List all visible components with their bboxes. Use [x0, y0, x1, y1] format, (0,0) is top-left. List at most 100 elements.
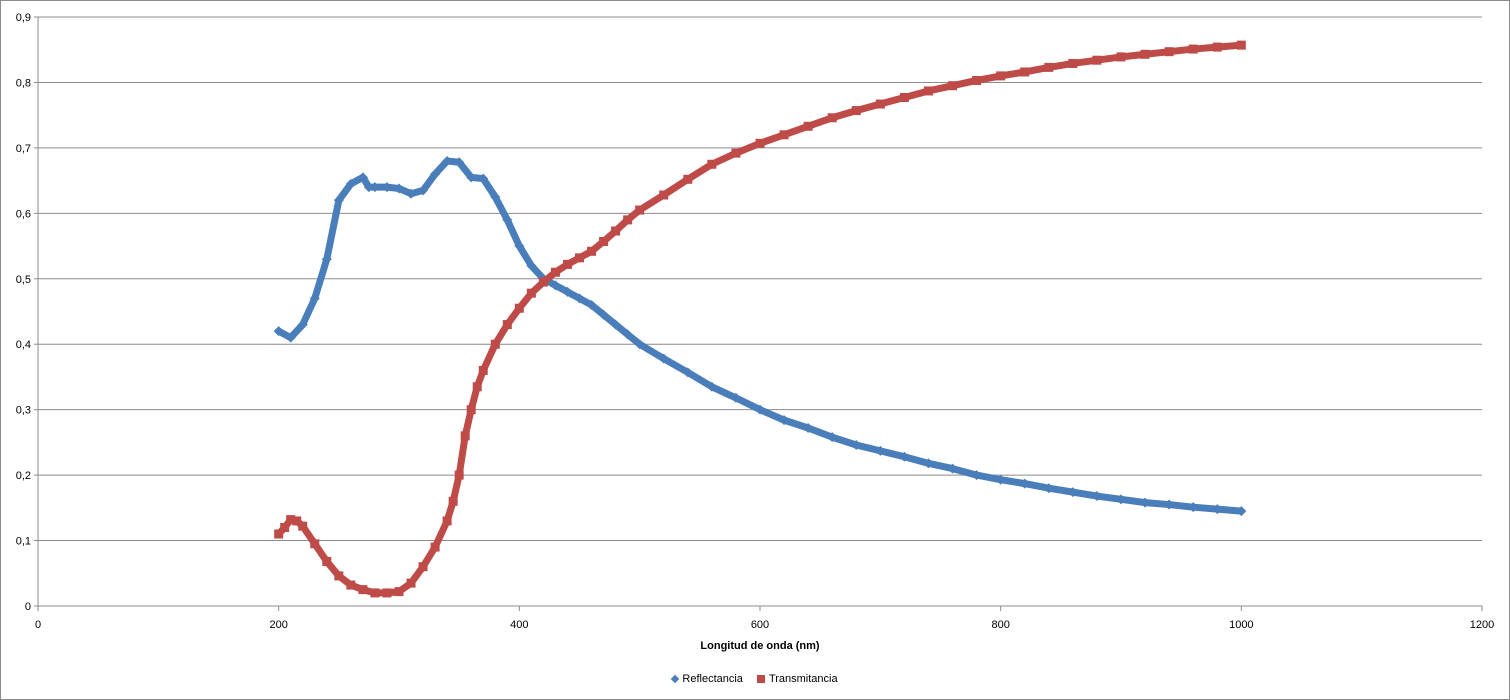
y-tick-label: 0,6 — [16, 208, 31, 220]
data-point — [490, 191, 501, 202]
series-line — [275, 41, 1245, 597]
data-point — [1164, 47, 1174, 57]
data-point — [345, 178, 356, 189]
data-point — [658, 353, 669, 364]
y-tick-label: 0,7 — [16, 143, 31, 155]
y-tick-label: 0,4 — [16, 339, 31, 351]
data-point — [394, 183, 404, 194]
data-point — [731, 148, 741, 158]
data-point — [310, 539, 320, 549]
data-point — [286, 515, 296, 525]
data-point — [1188, 502, 1199, 513]
data-point — [562, 259, 572, 269]
legend-label-reflectancia: Reflectancia — [682, 673, 743, 685]
data-point — [406, 578, 416, 588]
tick-labels: 0 0,1 0,2 0,3 0,4 0,5 0,6 0,7 0,8 0,9 0 200 400 600 80… — [16, 12, 1495, 631]
data-point — [1236, 506, 1247, 517]
data-point — [779, 130, 789, 140]
data-point — [478, 173, 489, 184]
data-point — [460, 431, 470, 441]
data-point — [610, 319, 621, 330]
data-point — [1188, 44, 1198, 54]
data-point — [333, 195, 344, 206]
data-point — [430, 542, 440, 552]
data-point — [972, 75, 982, 85]
data-point — [803, 121, 813, 131]
legend: Reflectancia Transmitancia — [1, 673, 1509, 685]
y-tick-label: 0,3 — [16, 405, 31, 417]
data-point — [755, 404, 765, 415]
data-point — [406, 188, 417, 199]
data-point — [454, 470, 464, 480]
data-point — [526, 260, 537, 271]
data-point — [430, 169, 441, 180]
data-point — [297, 319, 308, 330]
data-point — [562, 286, 573, 297]
data-point — [472, 382, 482, 392]
data-point — [526, 288, 536, 298]
data-point — [1212, 42, 1222, 52]
data-point — [996, 71, 1006, 81]
data-point — [1140, 497, 1151, 508]
data-point — [683, 174, 693, 184]
data-point — [1116, 52, 1126, 62]
data-point — [575, 253, 584, 263]
y-tick-label: 0 — [25, 601, 31, 613]
data-point — [381, 182, 392, 193]
data-point — [418, 185, 429, 196]
data-point — [803, 422, 814, 433]
gridlines — [38, 16, 1482, 542]
data-point — [1236, 40, 1246, 50]
data-point — [321, 254, 332, 265]
data-point — [1043, 483, 1054, 494]
data-point — [851, 440, 862, 451]
data-point — [598, 309, 609, 320]
data-point — [448, 496, 458, 506]
data-point — [1020, 67, 1030, 77]
data-point — [369, 182, 380, 193]
data-point — [514, 303, 524, 313]
x-tick-label: 400 — [510, 619, 528, 631]
legend-entry-transmitancia: Transmitancia — [756, 673, 838, 685]
data-point — [851, 106, 861, 116]
x-tick-label: 0 — [35, 619, 41, 631]
y-tick-label: 0,9 — [16, 12, 31, 24]
data-point — [948, 81, 958, 91]
data-point — [682, 367, 693, 378]
data-point — [611, 226, 621, 236]
data-point — [1212, 504, 1223, 515]
data-point — [538, 277, 548, 287]
x-tick-label: 800 — [991, 619, 1009, 631]
data-point — [442, 516, 452, 526]
data-point — [418, 562, 428, 572]
data-point — [1044, 62, 1054, 72]
legend-label-transmitancia: Transmitancia — [768, 673, 838, 685]
data-point — [1068, 58, 1078, 68]
data-point — [550, 267, 560, 277]
data-point — [550, 280, 561, 291]
axes — [34, 16, 1483, 611]
data-point — [971, 470, 982, 481]
data-point — [586, 299, 597, 310]
y-tick-label: 0,8 — [16, 77, 31, 89]
data-point — [875, 445, 886, 456]
x-tick-label: 1000 — [1229, 619, 1253, 631]
data-point — [322, 556, 332, 566]
data-point — [514, 241, 525, 252]
data-point — [298, 521, 308, 531]
legend-marker-square-icon — [756, 675, 765, 683]
data-point — [574, 293, 585, 304]
series-transmitancia — [274, 40, 1246, 598]
data-point — [634, 339, 645, 350]
y-tick-label: 0,2 — [16, 470, 31, 482]
data-point — [490, 339, 500, 349]
data-point — [394, 587, 404, 597]
chart-plot: 0 0,1 0,2 0,3 0,4 0,5 0,6 0,7 0,8 0,9 0 200 400 600 80… — [16, 12, 1495, 652]
data-point — [707, 159, 717, 169]
y-tick-label: 0,1 — [16, 536, 31, 548]
data-point — [659, 190, 669, 200]
x-tick-label: 200 — [269, 619, 287, 631]
data-point — [1116, 494, 1126, 505]
data-point — [478, 365, 488, 375]
